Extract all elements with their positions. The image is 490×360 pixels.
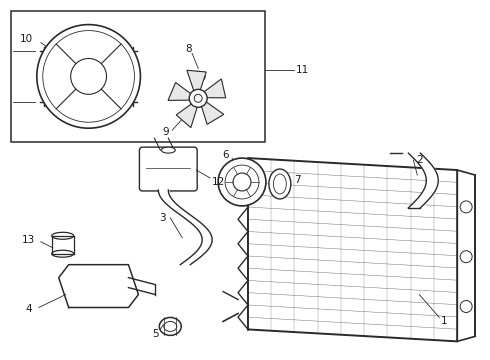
Polygon shape: [202, 79, 226, 98]
Bar: [11, 11, 265, 142]
Text: 10: 10: [20, 33, 33, 44]
Polygon shape: [201, 101, 224, 124]
Text: 1: 1: [441, 316, 447, 327]
Circle shape: [37, 24, 141, 128]
Polygon shape: [176, 103, 198, 128]
Circle shape: [189, 89, 207, 107]
Ellipse shape: [191, 71, 205, 81]
Text: 6: 6: [222, 150, 228, 160]
Ellipse shape: [269, 169, 291, 199]
Text: 9: 9: [162, 127, 169, 137]
Polygon shape: [187, 70, 206, 93]
Text: 12: 12: [212, 177, 225, 187]
Text: 4: 4: [25, 305, 32, 315]
Text: 7: 7: [294, 175, 301, 185]
Polygon shape: [168, 82, 192, 100]
Ellipse shape: [161, 147, 175, 153]
Text: 5: 5: [152, 329, 159, 339]
Text: 13: 13: [22, 235, 35, 245]
Text: 3: 3: [159, 213, 166, 223]
Text: 8: 8: [185, 44, 192, 54]
Circle shape: [218, 158, 266, 206]
Text: 2: 2: [416, 155, 423, 165]
Text: 11: 11: [296, 66, 309, 76]
